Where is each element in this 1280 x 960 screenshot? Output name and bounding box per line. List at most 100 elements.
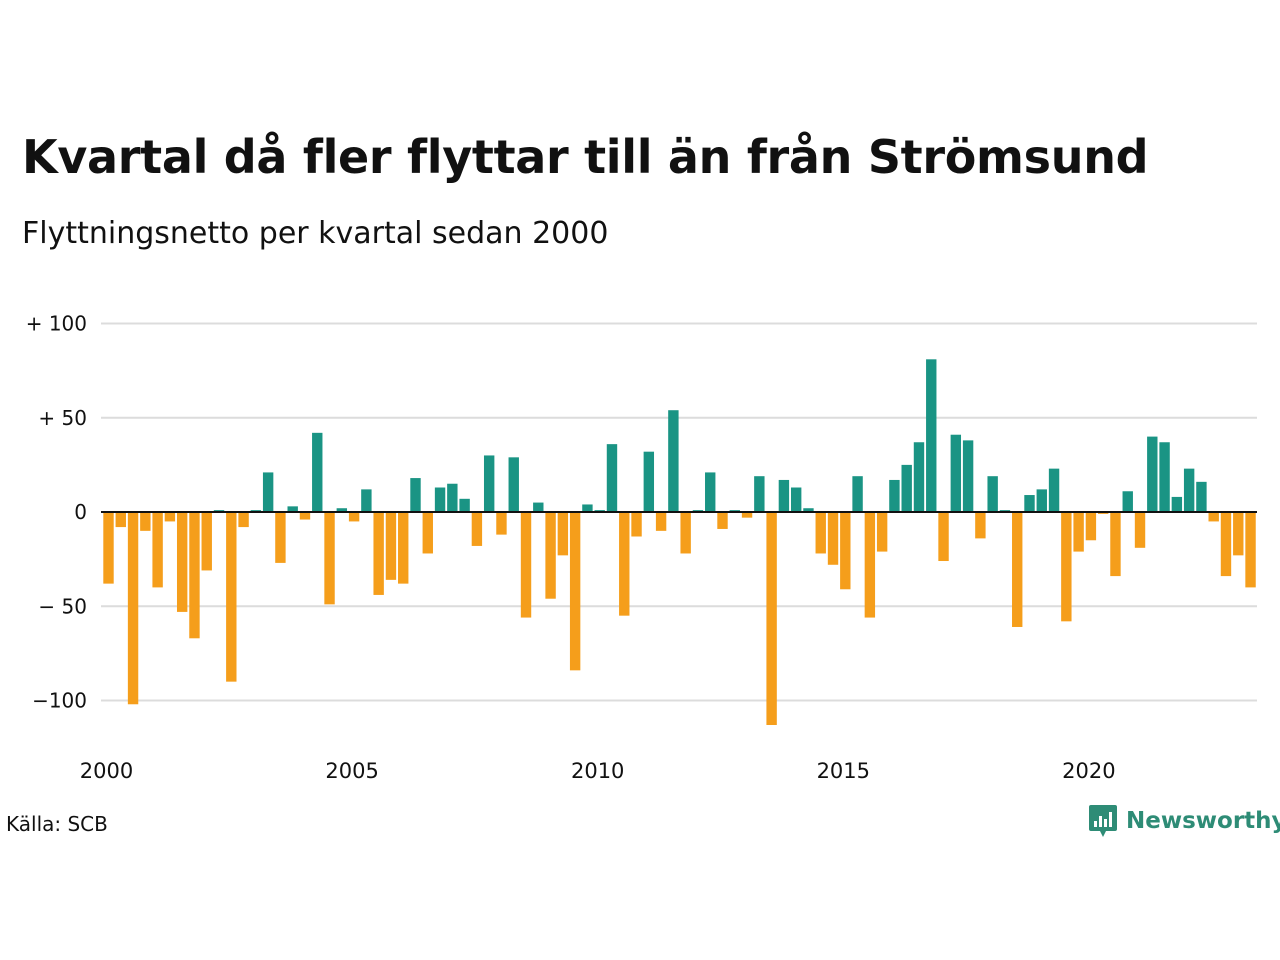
bar	[1012, 512, 1023, 627]
bar	[398, 512, 409, 584]
bar	[790, 487, 802, 512]
bar	[557, 512, 569, 556]
bar	[741, 512, 753, 518]
bar	[668, 410, 679, 512]
bar	[950, 434, 962, 512]
bar	[1171, 496, 1183, 512]
bar	[643, 451, 655, 512]
bar	[827, 512, 839, 565]
bar	[913, 442, 925, 512]
y-tick-label: −100	[32, 689, 87, 713]
bar	[1036, 489, 1047, 512]
bar-chart: + 100 + 50 0 − 50 −100 2000 2005 2010 2015 2020	[26, 312, 1257, 783]
bar	[262, 472, 274, 513]
bar	[127, 512, 139, 705]
bar	[471, 512, 483, 546]
bar	[361, 489, 372, 512]
bar	[103, 512, 114, 584]
bar	[1061, 512, 1072, 622]
bar	[447, 483, 458, 512]
bar	[545, 512, 556, 599]
bar	[434, 487, 446, 512]
bar	[840, 512, 851, 590]
bar	[680, 512, 691, 554]
bar	[312, 432, 323, 512]
bar	[164, 512, 176, 522]
x-tick-label: 2010	[571, 759, 624, 783]
bar	[299, 512, 311, 520]
bar	[815, 512, 826, 554]
source-note: Källa: SCB	[6, 812, 108, 836]
bar	[582, 504, 593, 512]
bar	[348, 512, 360, 522]
bar	[569, 512, 581, 671]
bar	[410, 478, 421, 512]
newsworthy-logo: Newsworthy	[1088, 803, 1280, 839]
bar	[1110, 512, 1121, 577]
bar	[876, 512, 888, 552]
bar	[1233, 512, 1244, 556]
bar	[1196, 481, 1207, 512]
bar	[1024, 495, 1035, 512]
bar	[1159, 442, 1170, 512]
bar	[926, 359, 937, 512]
bar	[1085, 512, 1097, 541]
bar	[533, 502, 544, 512]
bar	[1220, 512, 1232, 577]
newsworthy-icon	[1089, 805, 1117, 837]
chart-title: Kvartal då fler flyttar till än från Str…	[22, 130, 1149, 184]
x-tick-label: 2000	[80, 759, 133, 783]
bar	[619, 512, 630, 616]
bar	[1147, 436, 1158, 512]
bar	[275, 512, 286, 563]
y-tick-label: − 50	[38, 594, 87, 618]
bar	[889, 479, 900, 512]
bar	[287, 506, 298, 513]
bar	[754, 476, 765, 512]
bar	[901, 464, 912, 513]
bar	[496, 512, 507, 535]
bar	[459, 498, 470, 513]
bar	[201, 512, 212, 571]
bar	[1245, 512, 1256, 588]
bar	[987, 476, 998, 512]
bar	[483, 455, 495, 512]
bar	[115, 512, 126, 528]
bar	[373, 512, 384, 595]
bar	[336, 508, 348, 512]
brand-name: Newsworthy	[1126, 808, 1280, 834]
y-tick-label: + 100	[26, 312, 87, 336]
bar	[520, 512, 532, 618]
bar	[1183, 468, 1195, 512]
bar	[705, 472, 716, 513]
bar	[1048, 468, 1060, 512]
bar	[1208, 512, 1219, 522]
x-tick-label: 2020	[1062, 759, 1115, 783]
bar	[422, 512, 433, 554]
bar	[962, 440, 974, 512]
bar	[717, 512, 728, 529]
bar	[152, 512, 163, 588]
y-tick-label: 0	[74, 500, 87, 524]
bar	[176, 512, 188, 612]
bar	[238, 512, 249, 528]
bar	[938, 512, 949, 562]
bar	[778, 479, 790, 512]
bar	[655, 512, 667, 531]
bar	[766, 512, 777, 725]
bar	[606, 444, 618, 512]
bar	[385, 512, 397, 580]
bar	[631, 512, 642, 537]
y-tick-label: + 50	[38, 406, 87, 430]
bar	[852, 476, 863, 512]
bar	[189, 512, 200, 639]
bar	[975, 512, 986, 539]
bar	[140, 512, 151, 531]
bar	[803, 508, 814, 512]
x-tick-label: 2015	[817, 759, 870, 783]
bar	[226, 512, 237, 682]
bar	[1134, 512, 1146, 548]
bar	[1073, 512, 1084, 552]
bar	[864, 512, 876, 618]
x-tick-label: 2005	[325, 759, 378, 783]
